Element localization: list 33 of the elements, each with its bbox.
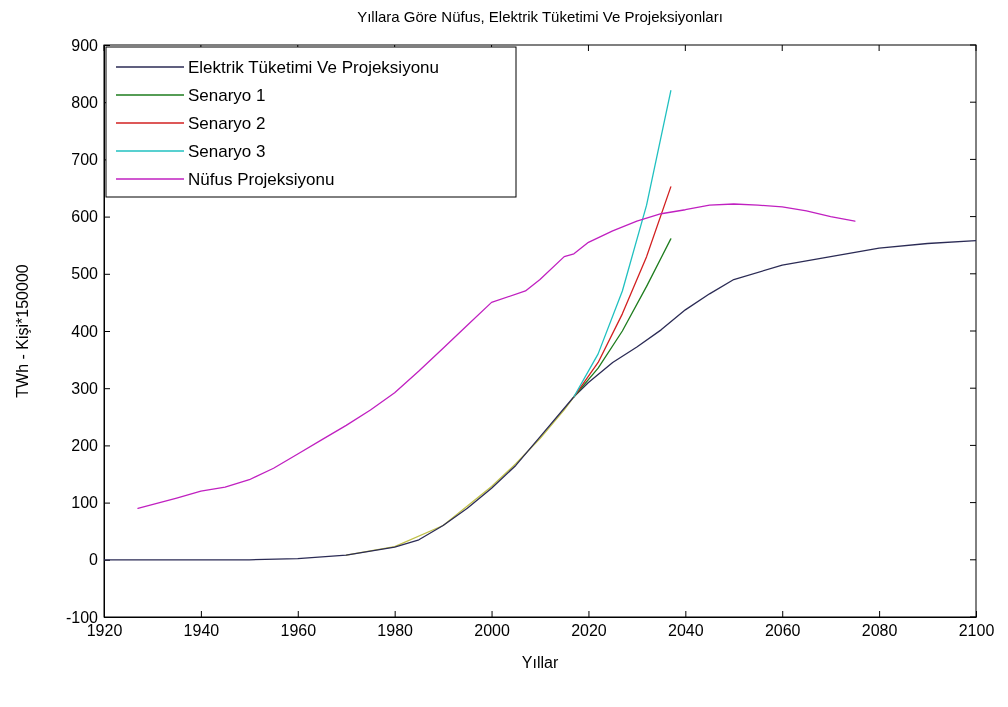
y-tick-label: 200 xyxy=(71,437,99,455)
chart-title: Yıllara Göre Nüfus, Elektrik Tüketimi Ve Projeksiyonları xyxy=(357,8,723,25)
x-tick-label: 2100 xyxy=(958,622,995,640)
y-tick-label: 600 xyxy=(71,208,99,226)
y-tick-label: 400 xyxy=(71,322,99,340)
legend-label: Senaryo 2 xyxy=(188,114,266,133)
x-tick-label: 2020 xyxy=(571,622,607,640)
line-series xyxy=(137,203,856,509)
x-tick-label: 2000 xyxy=(474,622,510,640)
line-series xyxy=(104,239,976,561)
legend-label: Senaryo 3 xyxy=(188,142,266,161)
line-series xyxy=(573,186,672,398)
y-tick-label: 800 xyxy=(71,93,99,111)
y-tick-label: 300 xyxy=(71,379,99,397)
x-tick-label: 1960 xyxy=(280,622,317,640)
legend-label: Elektrik Tüketimi Ve Projeksiyonu xyxy=(188,58,440,77)
y-tick-label: 100 xyxy=(71,494,99,512)
y-tick-label: 900 xyxy=(71,36,99,54)
y-tick-label: 700 xyxy=(71,151,99,169)
x-tick-label: 1940 xyxy=(183,622,220,640)
y-tick-label: 500 xyxy=(71,265,99,283)
x-tick-label: 1980 xyxy=(377,622,414,640)
y-axis-title: TWh - Kişi*150000 xyxy=(14,264,31,398)
x-tick-label: 2080 xyxy=(861,622,898,640)
y-tick-label: 0 xyxy=(89,551,99,569)
x-tick-label: 1920 xyxy=(86,622,123,640)
legend-label: Senaryo 1 xyxy=(188,86,266,105)
legend-label: Nüfus Projeksiyonu xyxy=(188,170,335,189)
line-series xyxy=(573,90,672,398)
x-tick-label: 2060 xyxy=(764,622,801,640)
line-series xyxy=(573,238,672,398)
x-tick-label: 2040 xyxy=(668,622,704,640)
x-axis-title: Yıllar xyxy=(521,654,559,671)
